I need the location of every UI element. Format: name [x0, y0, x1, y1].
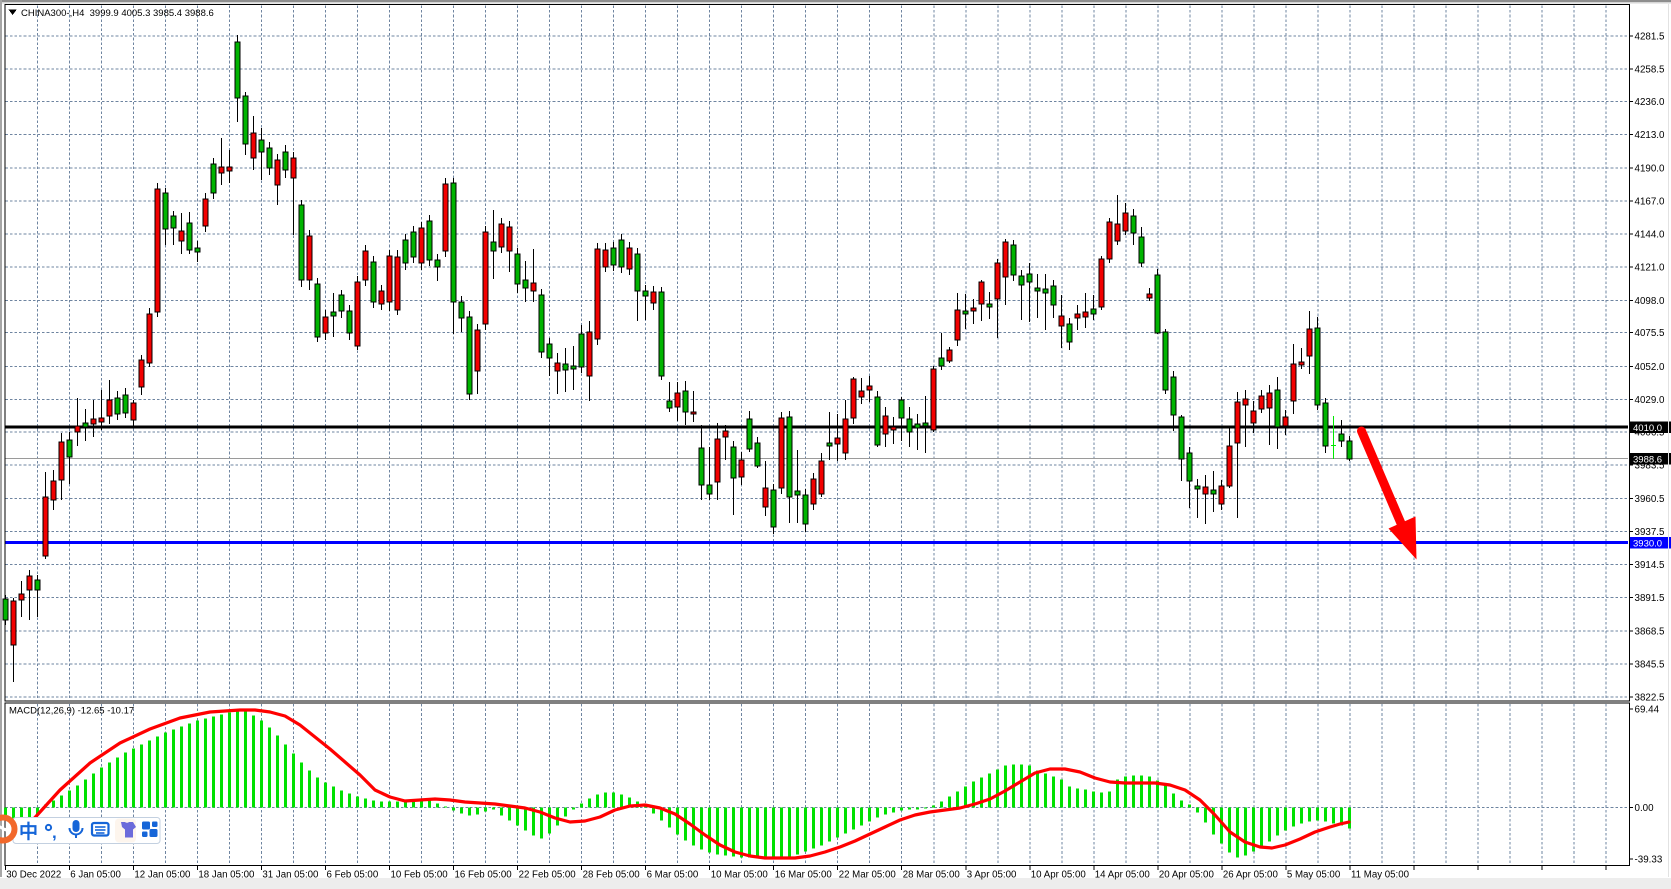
svg-text:3868.5: 3868.5 — [1635, 626, 1666, 637]
svg-text:4190.0: 4190.0 — [1635, 163, 1666, 174]
svg-text:12 Jan 05:00: 12 Jan 05:00 — [134, 870, 191, 881]
svg-text:10 Mar 05:00: 10 Mar 05:00 — [711, 870, 769, 881]
svg-text:3845.5: 3845.5 — [1635, 659, 1666, 670]
svg-text:MACD(12,26,9) -12.65 -10.17: MACD(12,26,9) -12.65 -10.17 — [9, 706, 134, 717]
svg-text:26 Apr 05:00: 26 Apr 05:00 — [1223, 870, 1279, 881]
svg-text:3891.5: 3891.5 — [1635, 593, 1666, 604]
svg-text:11 May 05:00: 11 May 05:00 — [1351, 870, 1410, 881]
svg-text:16 Mar 05:00: 16 Mar 05:00 — [775, 870, 833, 881]
svg-text:3 Apr 05:00: 3 Apr 05:00 — [967, 870, 1017, 881]
svg-text:28 Mar 05:00: 28 Mar 05:00 — [903, 870, 961, 881]
svg-text:6 Mar 05:00: 6 Mar 05:00 — [647, 870, 699, 881]
svg-text:4236.0: 4236.0 — [1635, 97, 1666, 108]
svg-text:3960.5: 3960.5 — [1635, 494, 1666, 505]
svg-text:6 Jan 05:00: 6 Jan 05:00 — [70, 870, 121, 881]
svg-text:中: 中 — [19, 820, 38, 843]
svg-text:4010.0: 4010.0 — [1633, 423, 1662, 434]
svg-text:3988.6: 3988.6 — [1633, 454, 1662, 465]
svg-text:4144.0: 4144.0 — [1635, 230, 1666, 241]
svg-text:16 Feb 05:00: 16 Feb 05:00 — [455, 870, 513, 881]
svg-text:0.00: 0.00 — [1635, 803, 1655, 814]
svg-text:22 Feb 05:00: 22 Feb 05:00 — [519, 870, 577, 881]
svg-text:3914.5: 3914.5 — [1635, 560, 1666, 571]
svg-text:4075.5: 4075.5 — [1635, 328, 1666, 339]
svg-text:4098.0: 4098.0 — [1635, 296, 1666, 307]
svg-text:3937.5: 3937.5 — [1635, 527, 1666, 538]
svg-text:14 Apr 05:00: 14 Apr 05:00 — [1095, 870, 1151, 881]
svg-text:30 Dec 2022: 30 Dec 2022 — [6, 870, 61, 881]
svg-text:22 Mar 05:00: 22 Mar 05:00 — [839, 870, 897, 881]
svg-text:4052.0: 4052.0 — [1635, 362, 1666, 373]
svg-text:4167.0: 4167.0 — [1635, 196, 1666, 207]
svg-text:3983.5: 3983.5 — [1635, 461, 1666, 472]
svg-text:4258.5: 4258.5 — [1635, 65, 1666, 76]
svg-text:4281.5: 4281.5 — [1635, 32, 1666, 43]
svg-text:5 May 05:00: 5 May 05:00 — [1287, 870, 1341, 881]
svg-text:69.44: 69.44 — [1635, 705, 1660, 716]
svg-text:4029.0: 4029.0 — [1635, 395, 1666, 406]
svg-text:18 Jan 05:00: 18 Jan 05:00 — [198, 870, 255, 881]
svg-text:6 Feb 05:00: 6 Feb 05:00 — [327, 870, 379, 881]
svg-text:4121.0: 4121.0 — [1635, 263, 1666, 274]
svg-text:3822.5: 3822.5 — [1635, 693, 1666, 704]
svg-text:4213.0: 4213.0 — [1635, 130, 1666, 141]
svg-text:10 Apr 05:00: 10 Apr 05:00 — [1031, 870, 1087, 881]
svg-text:20 Apr 05:00: 20 Apr 05:00 — [1159, 870, 1215, 881]
svg-text:10 Feb 05:00: 10 Feb 05:00 — [391, 870, 449, 881]
svg-text:3930.0: 3930.0 — [1633, 538, 1662, 549]
svg-text:31 Jan 05:00: 31 Jan 05:00 — [262, 870, 319, 881]
svg-text:-39.33: -39.33 — [1635, 855, 1663, 866]
svg-text:28 Feb 05:00: 28 Feb 05:00 — [583, 870, 641, 881]
svg-text:CHINA300-,H4 3999.9 4005.3 39: CHINA300-,H4 3999.9 4005.3 3985.4 3988.6 — [21, 8, 214, 19]
svg-text:,: , — [52, 823, 57, 842]
